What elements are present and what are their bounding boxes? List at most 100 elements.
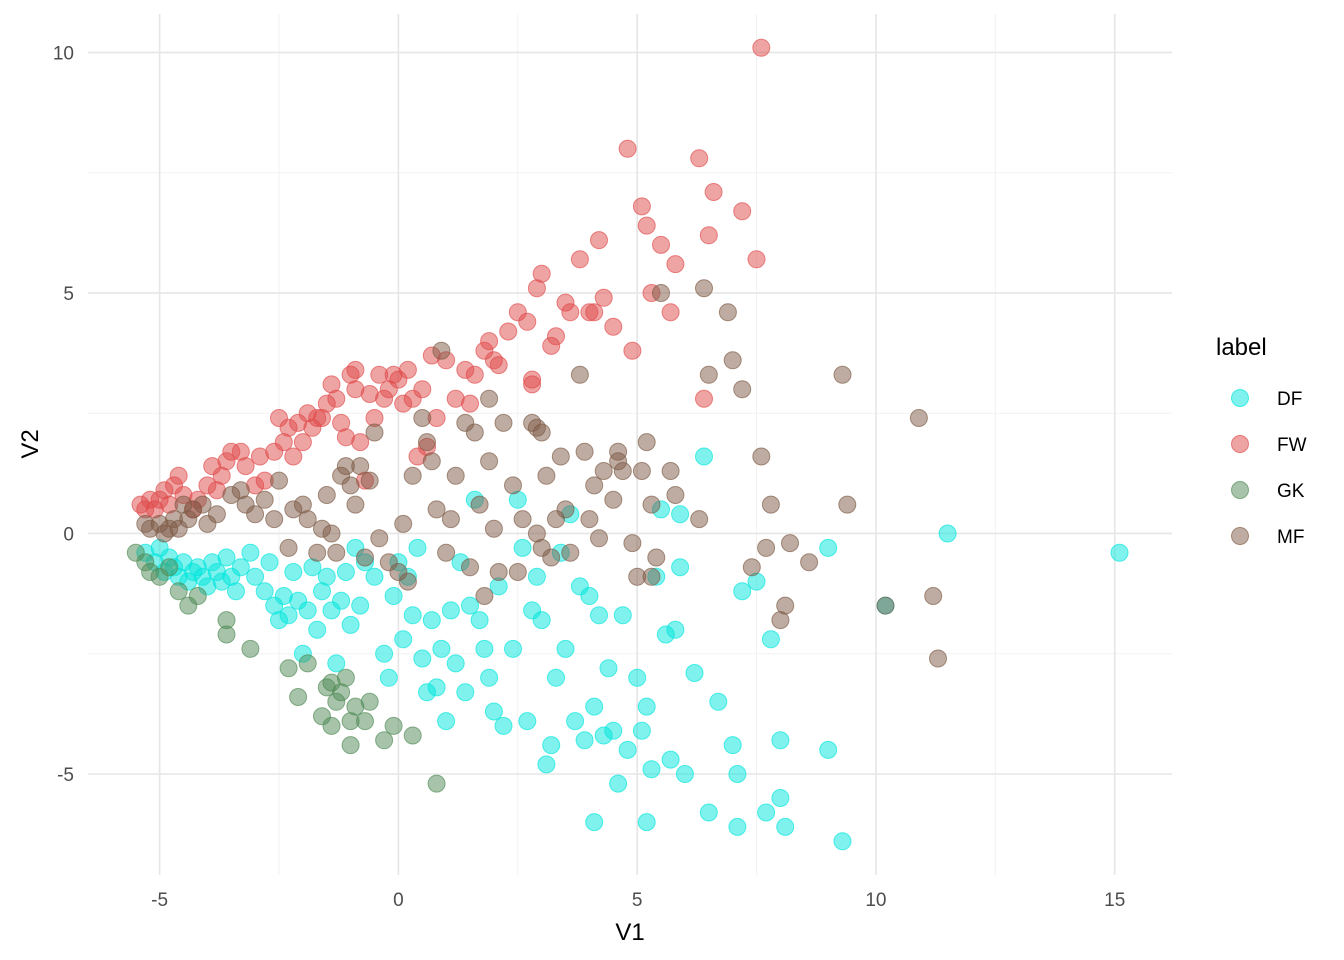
point-mf bbox=[690, 510, 709, 529]
point-mf bbox=[255, 490, 274, 509]
point-mf bbox=[585, 476, 604, 495]
point-mf bbox=[317, 486, 336, 504]
point-mf bbox=[480, 452, 499, 471]
point-df bbox=[699, 803, 718, 822]
y-tick-label: 10 bbox=[53, 43, 74, 64]
y-tick-label: -5 bbox=[57, 765, 74, 786]
point-fw bbox=[523, 370, 542, 389]
point-df bbox=[241, 543, 260, 562]
y-axis-title: V2 bbox=[17, 429, 44, 458]
point-df bbox=[504, 639, 522, 658]
point-df bbox=[422, 611, 441, 630]
point-df bbox=[580, 587, 599, 605]
point-df bbox=[470, 611, 489, 630]
series-df bbox=[136, 447, 1129, 851]
point-fw bbox=[489, 356, 508, 375]
point-mf bbox=[489, 563, 508, 581]
point-fw bbox=[637, 216, 656, 235]
point-mf bbox=[418, 433, 436, 452]
point-df bbox=[628, 668, 647, 687]
point-fw bbox=[480, 332, 499, 351]
point-df bbox=[456, 683, 475, 702]
point-gk bbox=[322, 716, 341, 735]
legend-label: FW bbox=[1277, 435, 1307, 456]
point-mf bbox=[537, 466, 556, 485]
point-df bbox=[575, 731, 594, 750]
point-df bbox=[733, 582, 752, 601]
point-df bbox=[341, 615, 360, 634]
legend-item-fw: FW bbox=[1231, 435, 1307, 456]
point-df bbox=[308, 620, 327, 639]
point-df bbox=[542, 736, 561, 755]
point-mf bbox=[580, 510, 599, 529]
point-fw bbox=[704, 183, 723, 201]
legend: label DF FW GK MF bbox=[1216, 334, 1307, 548]
point-gk bbox=[279, 659, 298, 678]
point-fw bbox=[585, 303, 604, 322]
point-fw bbox=[666, 255, 685, 274]
point-mf bbox=[757, 538, 776, 557]
point-df bbox=[1110, 543, 1129, 562]
point-df bbox=[446, 654, 465, 673]
point-mf bbox=[556, 500, 575, 519]
point-mf bbox=[341, 476, 360, 495]
point-df bbox=[332, 591, 351, 610]
point-df bbox=[728, 817, 747, 836]
point-mf bbox=[193, 495, 212, 514]
point-df bbox=[642, 760, 661, 779]
point-mf bbox=[781, 534, 799, 553]
point-df bbox=[513, 538, 532, 557]
point-df bbox=[427, 678, 446, 697]
point-mf bbox=[398, 572, 417, 591]
point-df bbox=[761, 630, 780, 649]
point-gk bbox=[360, 692, 379, 711]
point-fw bbox=[632, 197, 651, 216]
point-df bbox=[666, 620, 685, 639]
point-mf bbox=[575, 442, 594, 461]
point-df bbox=[723, 736, 742, 755]
point-df bbox=[819, 538, 838, 557]
point-df bbox=[375, 644, 394, 663]
point-df bbox=[384, 587, 403, 605]
point-df bbox=[227, 582, 245, 601]
point-df bbox=[480, 668, 499, 687]
point-df bbox=[532, 611, 551, 630]
point-df bbox=[585, 813, 604, 832]
point-df bbox=[518, 712, 537, 731]
point-mf bbox=[432, 341, 451, 360]
x-tick-labels: -5 0 5 10 15 bbox=[151, 890, 1125, 911]
grid-lines bbox=[88, 14, 1172, 875]
point-df bbox=[437, 712, 456, 731]
point-gk bbox=[169, 582, 188, 601]
point-mf bbox=[475, 587, 494, 605]
point-df bbox=[675, 765, 694, 783]
point-fw bbox=[623, 341, 642, 360]
point-mf bbox=[637, 433, 656, 452]
point-df bbox=[637, 697, 656, 716]
legend-item-gk: GK bbox=[1231, 481, 1305, 502]
point-df bbox=[566, 712, 585, 731]
point-mf bbox=[590, 529, 608, 548]
point-gk bbox=[188, 587, 207, 605]
point-df bbox=[695, 447, 713, 466]
point-fw bbox=[236, 457, 255, 476]
point-mf bbox=[800, 553, 819, 572]
point-df bbox=[484, 702, 503, 721]
point-mf bbox=[723, 351, 742, 370]
point-mf bbox=[513, 510, 532, 529]
point-gk bbox=[160, 558, 179, 577]
point-df bbox=[394, 630, 413, 649]
point-mf bbox=[666, 486, 685, 504]
point-df bbox=[408, 538, 427, 557]
point-df bbox=[661, 750, 680, 769]
point-fw bbox=[413, 380, 432, 399]
point-mf bbox=[437, 543, 456, 562]
x-axis-title: V1 bbox=[615, 919, 644, 946]
point-df bbox=[246, 567, 265, 586]
point-df bbox=[365, 567, 384, 586]
point-gk bbox=[322, 673, 341, 692]
point-fw bbox=[293, 433, 312, 452]
point-mf bbox=[461, 558, 479, 577]
point-df bbox=[833, 832, 852, 851]
point-mf bbox=[594, 462, 613, 480]
